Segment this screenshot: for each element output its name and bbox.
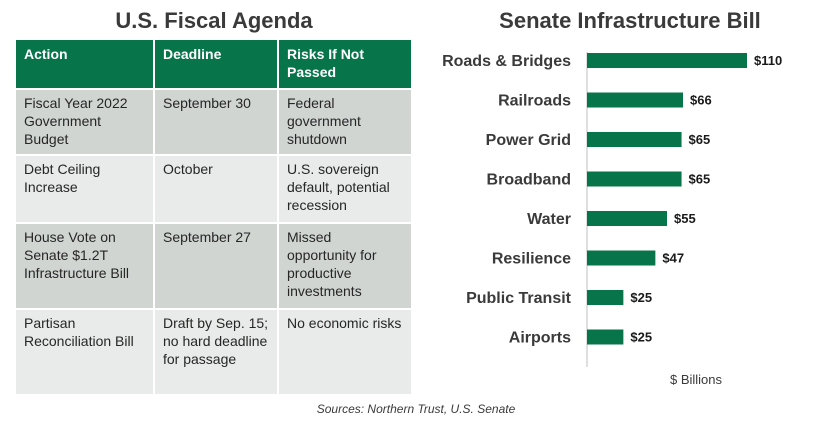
value-label: $55	[674, 211, 696, 226]
cell-action: House Vote on Senate $1.2T Infrastructur…	[16, 222, 155, 309]
category-label: Water	[527, 211, 571, 228]
cell-risk: No economic risks	[278, 308, 413, 394]
table-row: House Vote on Senate $1.2T Infrastructur…	[16, 222, 413, 309]
cell-risk: Missed opportunity for productive invest…	[278, 222, 413, 309]
cell-deadline: Draft by Sep. 15; no hard deadline for p…	[154, 308, 279, 394]
header-risks: Risks If Not Passed	[278, 40, 413, 89]
table-row: Fiscal Year 2022 Government Budget Septe…	[16, 88, 413, 155]
category-label: Broadband	[487, 172, 571, 189]
table-row: Debt Ceiling Increase October U.S. sover…	[16, 154, 413, 223]
bar	[587, 211, 667, 226]
header-deadline: Deadline	[154, 40, 279, 89]
bar	[587, 250, 656, 266]
cell-deadline: September 27	[154, 222, 279, 309]
table-header-row: Action Deadline Risks If Not Passed	[16, 40, 413, 89]
value-label: $25	[630, 330, 652, 345]
bar	[587, 53, 747, 68]
x-axis-label: $ Billions	[670, 372, 723, 387]
value-label: $66	[690, 93, 712, 108]
category-label: Power Grid	[486, 132, 571, 149]
bar	[587, 132, 682, 147]
category-label: Airports	[509, 330, 571, 347]
value-label: $110	[754, 53, 782, 68]
category-label: Railroads	[498, 93, 571, 110]
cell-deadline: September 30	[154, 88, 279, 155]
table-title: U.S. Fiscal Agenda	[115, 8, 313, 33]
chart-title: Senate Infrastructure Bill	[499, 8, 761, 33]
value-label: $65	[689, 172, 711, 187]
cell-risk: U.S. sovereign default, potential recess…	[278, 154, 413, 223]
bar	[587, 171, 682, 187]
source-note: Sources: Northern Trust, U.S. Senate	[316, 402, 516, 416]
value-label: $47	[662, 251, 684, 266]
header-action: Action	[16, 40, 155, 89]
value-label: $25	[630, 290, 652, 305]
category-label: Roads & Bridges	[442, 53, 571, 70]
category-label: Public Transit	[466, 290, 572, 307]
cell-action: Debt Ceiling Increase	[16, 154, 155, 223]
cell-action: Partisan Reconciliation Bill	[16, 308, 155, 394]
table-row: Partisan Reconciliation Bill Draft by Se…	[16, 308, 413, 394]
bar	[587, 329, 624, 345]
category-label: Resilience	[492, 251, 571, 268]
value-label: $65	[689, 132, 711, 147]
cell-deadline: October	[154, 154, 279, 223]
bar	[587, 290, 624, 305]
cell-action: Fiscal Year 2022 Government Budget	[16, 88, 155, 155]
fiscal-agenda-table: Action Deadline Risks If Not Passed Fisc…	[16, 40, 413, 394]
bar	[587, 92, 683, 108]
cell-risk: Federal government shutdown	[278, 88, 413, 155]
infrastructure-bar-chart: Roads & Bridges $110 Railroads $66 Power Gri…	[442, 52, 782, 387]
